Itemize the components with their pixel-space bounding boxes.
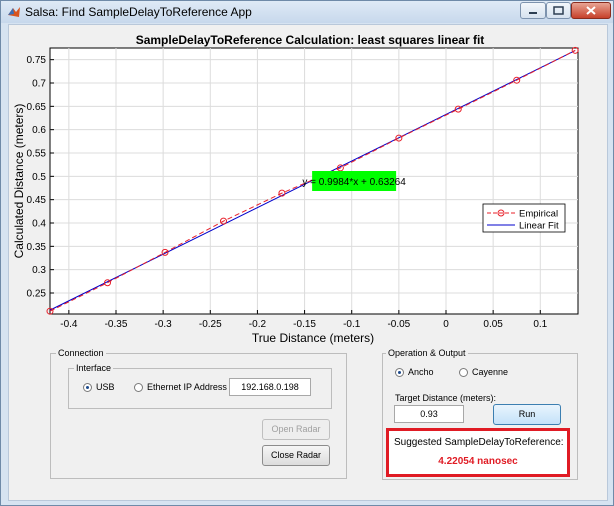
minimize-icon <box>529 12 537 14</box>
operation-panel: Operation & Output <box>382 348 578 480</box>
ancho-label: Ancho <box>408 367 434 377</box>
axis-ticks: -0.4 -0.35 -0.3 -0.25 -0.2 -0.15 -0.1 -0.05 0 0.0… <box>27 55 548 330</box>
maximize-icon <box>553 6 564 15</box>
window-title: Salsa: Find SampleDelayToReference App <box>25 5 252 19</box>
matlab-app-icon <box>8 7 20 17</box>
y-tick-label: 0.5 <box>32 172 46 183</box>
y-tick-label: 0.7 <box>32 79 46 90</box>
y-axis-label: Calculated Distance (meters) <box>12 104 26 259</box>
legend-box <box>482 203 566 233</box>
usb-radio[interactable] <box>83 383 92 392</box>
x-axis-label: True Distance (meters) <box>252 331 374 345</box>
empirical-point <box>454 105 462 113</box>
title-bar[interactable]: Salsa: Find SampleDelayToReference App <box>1 1 613 23</box>
operation-panel-title: Operation & Output <box>386 348 468 358</box>
suggested-delay-value: 4.22054 nanosec <box>438 456 518 467</box>
y-tick-label: 0.75 <box>27 55 47 66</box>
y-tick-label: 0.6 <box>32 125 46 136</box>
annotation-text: y = 0.9984*x + 0.63264 <box>302 177 406 188</box>
maximize-button[interactable] <box>546 2 571 19</box>
chart-title: SampleDelayToReference Calculation: leas… <box>136 33 485 47</box>
empirical-point <box>336 164 344 172</box>
ip-address-field[interactable]: 192.168.0.198 <box>229 378 311 396</box>
x-tick-label: -0.35 <box>105 319 128 330</box>
plot-grid <box>50 48 578 314</box>
target-distance-label: Target Distance (meters): <box>395 393 497 403</box>
open-radar-button[interactable]: Open Radar <box>262 419 330 440</box>
y-tick-label: 0.4 <box>32 219 46 230</box>
minimize-button[interactable] <box>520 2 546 19</box>
x-tick-label: -0.15 <box>293 319 316 330</box>
y-tick-label: 0.25 <box>27 289 47 300</box>
x-tick-label: -0.3 <box>155 319 173 330</box>
x-tick-label: 0.1 <box>533 319 547 330</box>
target-distance-input[interactable]: 0.93 <box>394 405 464 423</box>
empirical-point <box>571 46 579 54</box>
empirical-point <box>46 307 54 315</box>
ethernet-radio[interactable] <box>134 383 143 392</box>
y-tick-label: 0.45 <box>27 195 47 206</box>
empirical-point <box>395 134 403 142</box>
legend-empirical-marker <box>497 209 505 217</box>
x-tick-label: -0.05 <box>387 319 410 330</box>
y-tick-label: 0.65 <box>27 102 47 113</box>
empirical-series <box>46 46 579 315</box>
x-tick-label: -0.4 <box>60 319 78 330</box>
empirical-point <box>104 279 112 287</box>
connection-panel: Connection <box>50 348 347 479</box>
empirical-line <box>49 49 576 312</box>
x-tick-label: -0.1 <box>343 319 361 330</box>
close-button[interactable] <box>571 2 611 19</box>
cayenne-label: Cayenne <box>472 367 509 377</box>
legend-empirical-label: Empirical <box>519 209 558 220</box>
legend-fit-label: Linear Fit <box>519 221 559 232</box>
x-tick-label: -0.2 <box>249 319 267 330</box>
interface-panel-title: Interface <box>74 363 114 373</box>
fit-equation-annotation: y = 0.9984*x + 0.63264 <box>302 171 406 191</box>
connection-panel-title: Connection <box>56 348 106 358</box>
usb-label: USB <box>96 382 115 392</box>
suggested-delay-label: Suggested SampleDelayToReference: <box>394 437 564 448</box>
interface-panel: Interface <box>68 363 332 409</box>
close-icon <box>586 6 596 15</box>
y-tick-label: 0.35 <box>27 242 47 253</box>
empirical-point <box>278 189 286 197</box>
ethernet-label: Ethernet IP Address <box>147 382 227 392</box>
empirical-point <box>219 217 227 225</box>
suggested-delay-output: Suggested SampleDelayToReference: 4.2205… <box>386 428 570 477</box>
empirical-point <box>513 76 521 84</box>
empirical-point <box>161 248 169 256</box>
x-tick-label: 0 <box>443 319 449 330</box>
close-radar-button[interactable]: Close Radar <box>262 445 330 466</box>
run-button[interactable]: Run <box>493 404 561 425</box>
x-tick-label: 0.05 <box>483 319 503 330</box>
fit-plot: -0.4 -0.35 -0.3 -0.25 -0.2 -0.15 -0.1 -0.05 0 0.0… <box>12 33 579 345</box>
ancho-radio[interactable] <box>395 368 404 377</box>
y-tick-label: 0.3 <box>32 265 46 276</box>
cayenne-radio[interactable] <box>459 368 468 377</box>
y-tick-label: 0.55 <box>27 149 47 160</box>
annotation-box <box>312 171 397 191</box>
x-tick-label: -0.25 <box>199 319 222 330</box>
